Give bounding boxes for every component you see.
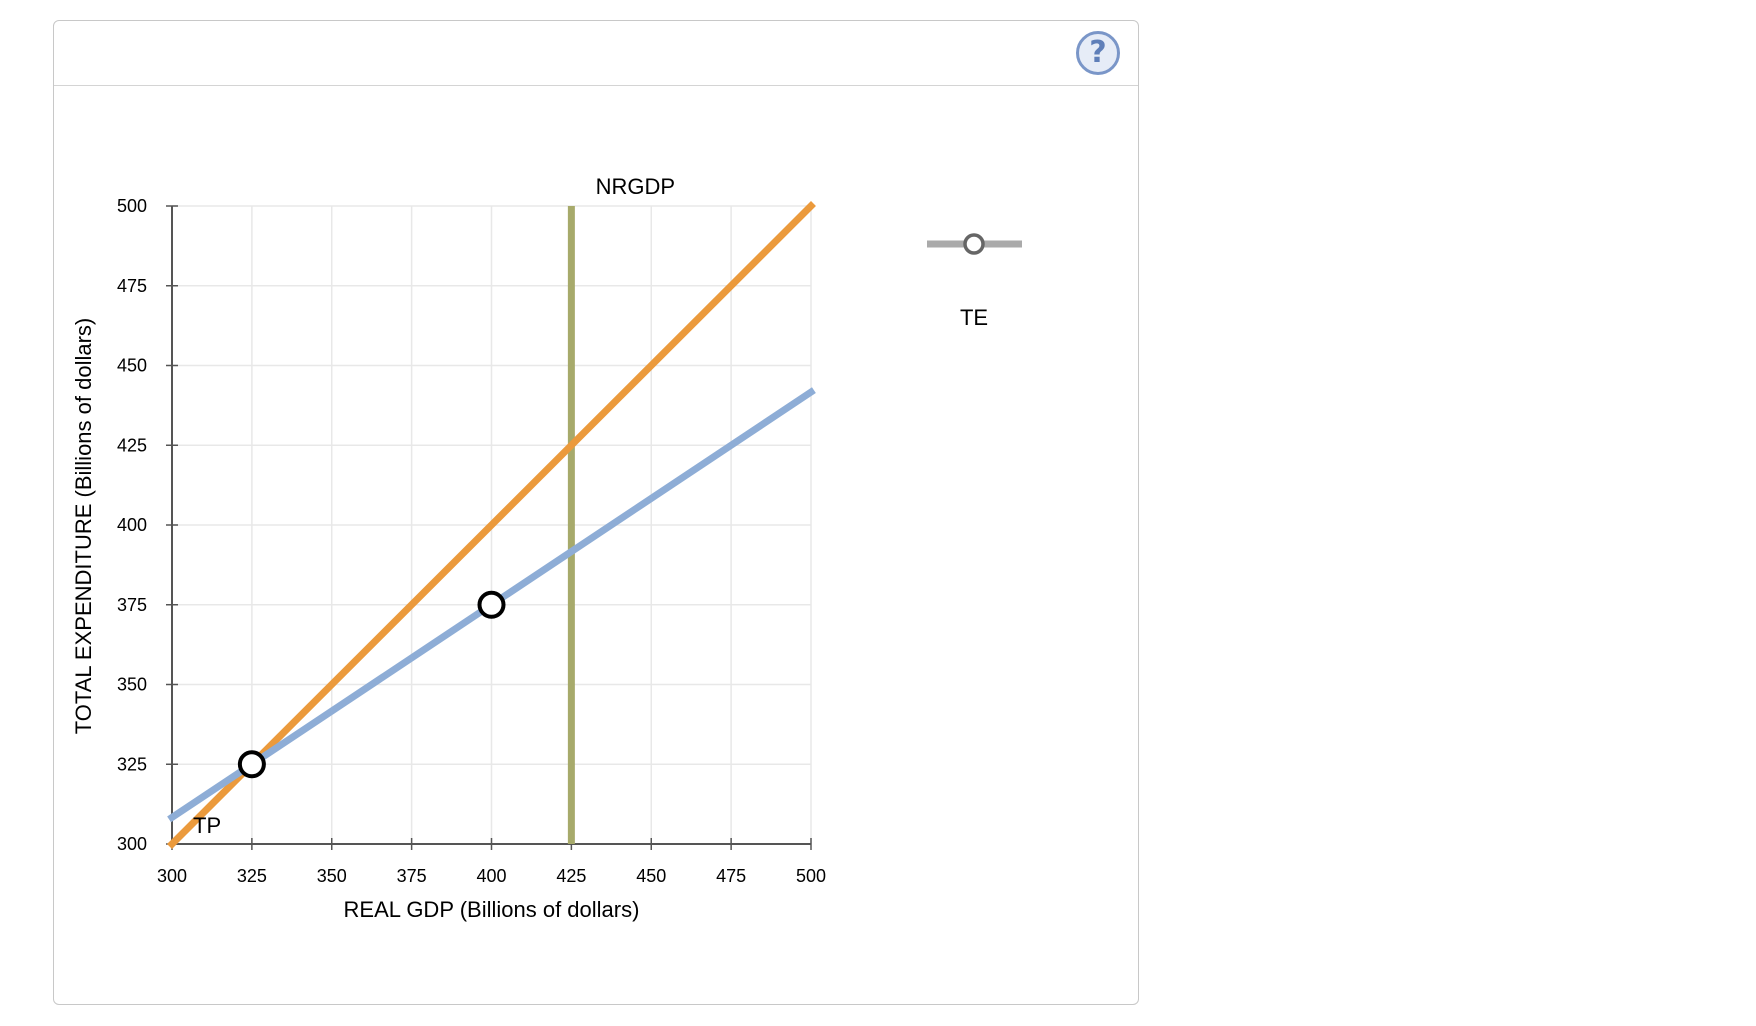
x-tick-label-425: 425 [556,866,586,886]
y-tick-label-475: 475 [117,276,147,296]
markers [237,590,506,779]
x-tick-label-475: 475 [716,866,746,886]
x-tick-label-300: 300 [157,866,187,886]
y-ticks: 300 325 350 375 400 425 450 475 500 [117,196,178,854]
x-ticks: 300 325 350 375 400 425 450 475 500 [157,838,826,886]
y-tick-label-500: 500 [117,196,147,216]
x-tick-label-450: 450 [636,866,666,886]
y-tick-label-375: 375 [117,595,147,615]
series-label-tp: TP [193,813,221,838]
panel-header: ? [54,21,1138,86]
x-tick-label-325: 325 [237,866,267,886]
y-tick-label-400: 400 [117,515,147,535]
vertical-lines: NRGDP [567,174,675,844]
y-tick-label-350: 350 [117,675,147,695]
y-tick-label-325: 325 [117,754,147,774]
x-tick-label-400: 400 [476,866,506,886]
x-axis-title: REAL GDP (Billions of dollars) [344,897,640,922]
legend-te-tool[interactable]: TE [927,233,1022,330]
point-marker-1[interactable] [237,750,266,779]
legend-te-point-icon[interactable] [963,233,985,255]
vertical-line-label-nrgdp: NRGDP [596,174,675,199]
x-tick-label-350: 350 [317,866,347,886]
legend-te-label: TE [960,305,988,330]
graph-panel: ? [53,20,1139,1005]
help-button[interactable]: ? [1076,31,1120,75]
y-tick-label-450: 450 [117,356,147,376]
x-tick-label-500: 500 [796,866,826,886]
help-icon: ? [1089,35,1107,70]
y-tick-label-300: 300 [117,834,147,854]
x-tick-label-375: 375 [397,866,427,886]
point-marker-2[interactable] [477,590,506,619]
series-line-tp [167,201,816,849]
y-axis-title: TOTAL EXPENDITURE (Billions of dollars) [71,318,96,734]
y-tick-label-425: 425 [117,435,147,455]
